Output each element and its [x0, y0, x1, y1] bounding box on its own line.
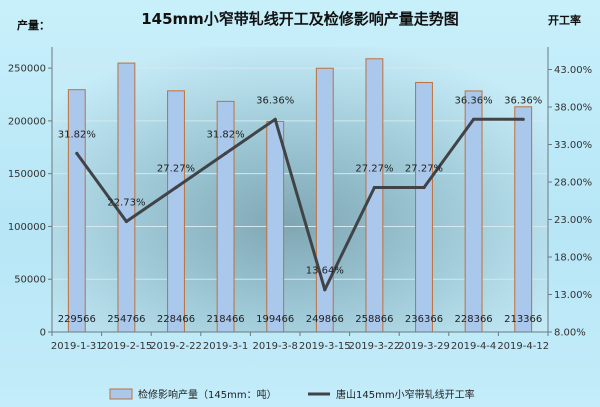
y-left-tick-label: 250000 — [8, 64, 46, 75]
line-point — [174, 185, 178, 190]
chart-title: 145mm小窄带轧线开工及检修影响产量走势图 — [141, 10, 459, 28]
bar-data-label: 213366 — [504, 314, 542, 325]
x-tick-label: 2019-1-31 — [51, 341, 103, 352]
y-right-tick-label: 28.00% — [554, 178, 592, 189]
line-data-label: 13.64% — [306, 266, 344, 277]
x-tick-label: 2019-3-1 — [203, 341, 248, 352]
y-right-tick-label: 13.00% — [554, 290, 592, 301]
line-series — [75, 117, 524, 292]
y-left-axis-title: 产量： — [17, 18, 50, 32]
line-data-label: 27.27% — [405, 163, 443, 174]
bar-data-label: 228366 — [455, 314, 493, 325]
bar — [415, 82, 433, 333]
line-data-label: 36.36% — [455, 95, 493, 106]
y-right-tick-label: 23.00% — [554, 215, 592, 226]
bar-data-label: 258866 — [355, 314, 393, 325]
legend-line-label: 唐山145mm小窄带轧线开工率 — [336, 388, 475, 401]
line-data-label: 36.36% — [256, 95, 294, 106]
legend-bar-swatch — [109, 388, 133, 400]
y-left-tick-label: 200000 — [8, 116, 46, 127]
line-layer: 31.82% 22.73% 27.27% 31.82% 36.36% 13.64% 27.2… — [58, 95, 542, 292]
y-right-tick-label: 18.00% — [554, 253, 592, 264]
bar-data-label: 236366 — [405, 314, 443, 325]
x-tick-label: 2019-3-8 — [253, 341, 298, 352]
bar-data-label: 254766 — [107, 314, 145, 325]
bar-labels: 229566 254766 228466 218466 199466 249866 2588… — [58, 314, 543, 325]
y-right-tick-labels: 8.00% 13.00% 18.00% 23.00% 28.00% 33.00% 38.00… — [548, 65, 592, 339]
x-tick-label: 2019-4-4 — [451, 341, 496, 352]
line-point — [422, 185, 426, 190]
line-data-label: 22.73% — [107, 198, 145, 209]
bar-data-label: 218466 — [207, 314, 245, 325]
line-data-label: 27.27% — [157, 163, 195, 174]
line-point — [224, 151, 228, 155]
x-tick-label: 2019-2-22 — [150, 341, 202, 352]
x-tick-label: 2019-4-12 — [497, 341, 549, 352]
y-left-tick-labels: 0 50000 100000 150000 200000 250000 — [8, 64, 52, 339]
y-right-tick-label: 38.00% — [554, 103, 592, 114]
line-point — [323, 288, 327, 292]
x-tick-label: 2019-3-22 — [349, 341, 401, 352]
y-right-axis-title: 开工率 — [548, 13, 581, 27]
bar-data-label: 229566 — [58, 314, 96, 325]
bar — [315, 67, 334, 333]
bar — [266, 120, 285, 333]
y-right-tick-label: 43.00% — [554, 65, 592, 76]
line-point — [124, 219, 128, 224]
line-point — [372, 185, 376, 190]
line-data-label: 31.82% — [58, 129, 96, 140]
legend: 检修影响产量（145mm：吨） 唐山145mm小窄带轧线开工率 — [109, 388, 475, 401]
bar-data-label: 199466 — [256, 314, 294, 325]
line-point — [472, 117, 476, 121]
bar — [67, 89, 86, 333]
line-data-label: 31.82% — [207, 129, 245, 140]
line-point — [273, 117, 277, 121]
y-right-tick-label: 33.00% — [554, 140, 592, 151]
line-data-label: 36.36% — [504, 95, 542, 106]
x-tick-label: 2019-3-29 — [398, 341, 450, 352]
bar-data-label: 228466 — [157, 314, 195, 325]
line-data-label: 27.27% — [355, 163, 393, 174]
bar — [167, 90, 185, 333]
bar — [365, 58, 384, 333]
y-left-tick-label: 100000 — [8, 222, 46, 233]
x-tick-label: 2019-2-15 — [101, 341, 153, 352]
y-left-tick-label: 50000 — [14, 275, 46, 286]
y-left-tick-label: 0 — [40, 328, 46, 339]
x-tick-label: 2019-3-15 — [299, 341, 351, 352]
bar — [514, 106, 533, 333]
line-point — [521, 117, 525, 121]
bar-data-label: 249866 — [306, 314, 344, 325]
legend-bar-label: 检修影响产量（145mm：吨） — [138, 388, 277, 401]
y-left-tick-label: 150000 — [8, 169, 46, 180]
line-point — [75, 151, 79, 155]
y-right-tick-label: 8.00% — [554, 328, 586, 339]
